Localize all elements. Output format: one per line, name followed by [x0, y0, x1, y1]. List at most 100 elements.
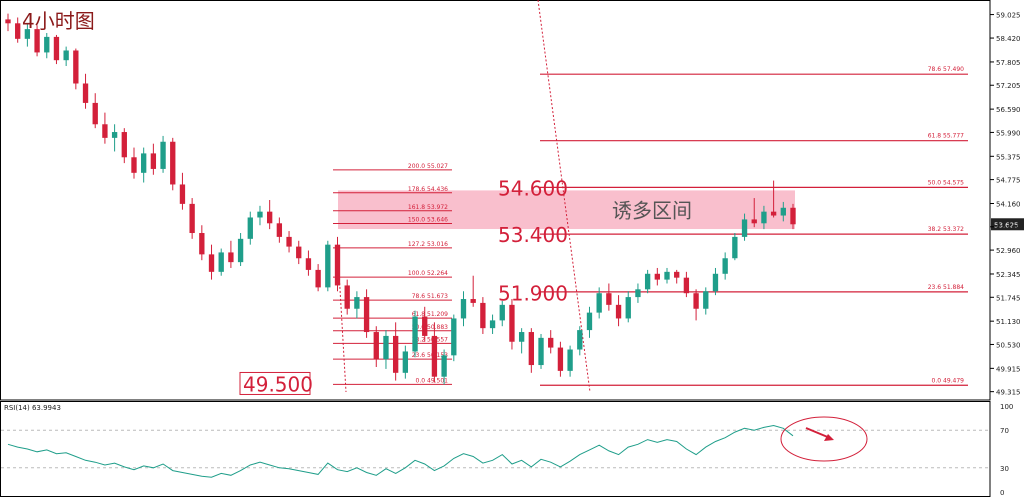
y-tick-label: 49.315 — [996, 389, 1021, 397]
candle-body — [5, 19, 11, 24]
big-level-label: 51.900 — [498, 281, 568, 305]
dashed-trendline-left — [337, 254, 347, 393]
y-tick-label: 57.205 — [996, 82, 1021, 90]
candle-body — [780, 207, 786, 216]
fib-right-label: 61.8 55.777 — [928, 133, 964, 140]
candle-body — [199, 233, 205, 255]
y-tick-label: 51.745 — [996, 294, 1021, 302]
candle-body — [741, 219, 748, 237]
candle-body — [63, 50, 69, 61]
candle-body — [441, 355, 447, 377]
candle-body — [615, 304, 622, 319]
candle-body — [392, 335, 399, 373]
candle-body — [528, 332, 534, 366]
candle-body — [92, 102, 98, 125]
candle-body — [499, 304, 505, 321]
candle-body — [683, 277, 690, 294]
candle-body — [34, 29, 40, 53]
candle-body — [712, 273, 719, 292]
candle-body — [73, 50, 79, 84]
y-tick-label: 57.805 — [996, 59, 1021, 67]
candle-body — [267, 211, 273, 224]
candle-body — [208, 254, 215, 272]
candle-body — [141, 153, 147, 173]
chart-title: 4小时图 — [22, 9, 95, 33]
rsi-annotation-ellipse — [780, 416, 868, 462]
candle-body — [228, 252, 234, 263]
candle-body — [596, 293, 602, 313]
candle-body — [412, 316, 418, 352]
y-tick-label: 49.915 — [996, 365, 1021, 373]
candle-body — [15, 23, 21, 39]
candle-body — [480, 302, 486, 329]
candle-body — [567, 349, 573, 371]
candle-body — [518, 332, 525, 342]
rsi-line — [7, 424, 794, 478]
fib-left-label: 61.8 51.209 — [412, 311, 448, 318]
candle-body — [131, 157, 137, 173]
fib-left-label: 161.8 53.972 — [408, 204, 448, 211]
y-tick-label: 52.960 — [996, 247, 1021, 255]
big-level-label: 53.400 — [498, 223, 568, 247]
y-tick-label: 55.990 — [996, 129, 1021, 137]
candle-body — [53, 36, 60, 61]
candle-body — [247, 217, 253, 239]
candle-body — [693, 293, 699, 309]
last-price-badge — [991, 218, 1024, 231]
fib-right-label: 78.6 57.490 — [928, 66, 964, 73]
candle-body — [722, 258, 728, 274]
bait-zone-rect — [338, 190, 795, 230]
rsi-annotation-arrow-shaft — [805, 427, 831, 439]
fib-left-label: 178.6 54.436 — [408, 186, 448, 193]
candle-body — [82, 83, 89, 103]
candle-body — [334, 244, 341, 286]
candle-body — [548, 337, 554, 348]
candle-body — [606, 293, 612, 305]
candle-body — [538, 337, 544, 366]
big-level-label: 54.600 — [498, 176, 568, 200]
candle-body — [751, 219, 757, 224]
candle-body — [577, 330, 583, 350]
fib-left-label: 38.2 50.557 — [412, 336, 448, 343]
candle-body — [363, 297, 370, 333]
y-tick-label: 51.130 — [996, 318, 1021, 326]
candle-body — [315, 269, 321, 288]
fib-right-label: 23.6 51.884 — [928, 284, 964, 291]
candle-body — [402, 351, 409, 373]
candle-body — [111, 132, 118, 138]
candle-body — [354, 297, 360, 309]
candle-body — [664, 271, 670, 280]
y-tick-label: 55.375 — [996, 153, 1021, 161]
dashed-trendline — [537, 0, 591, 393]
candle-body — [470, 299, 476, 303]
candle-body — [170, 141, 176, 185]
candle-body — [703, 291, 709, 309]
candle-body — [790, 207, 796, 225]
rsi-tick-label: 0 — [1000, 489, 1004, 497]
fib-left-label: 78.6 51.673 — [412, 293, 448, 300]
y-tick-label: 53.560 — [996, 224, 1021, 232]
fib-left-label: 100.0 52.264 — [408, 270, 448, 277]
candle-body — [460, 299, 467, 319]
candle-body — [586, 312, 593, 331]
candle-body — [305, 258, 312, 270]
candle-body — [325, 244, 331, 288]
candle-body — [179, 184, 186, 204]
candle-body — [489, 320, 496, 329]
price-panel-frame — [0, 0, 991, 401]
candle-body — [296, 246, 302, 259]
candle-body — [431, 335, 438, 377]
candle-body — [24, 29, 31, 39]
candle-body — [102, 124, 108, 138]
bait-zone-label: 诱多区间 — [612, 199, 692, 223]
candle-body — [674, 271, 680, 278]
fib-left-label: 50.0 50.883 — [412, 324, 448, 331]
y-tick-label: 50.530 — [996, 341, 1021, 349]
fib-right-label: 0.0 49.479 — [932, 377, 965, 384]
candle-body — [150, 153, 157, 169]
fib-left-label: 200.0 55.027 — [408, 163, 448, 170]
y-tick-label: 54.160 — [996, 200, 1021, 208]
candle-body — [276, 223, 283, 237]
